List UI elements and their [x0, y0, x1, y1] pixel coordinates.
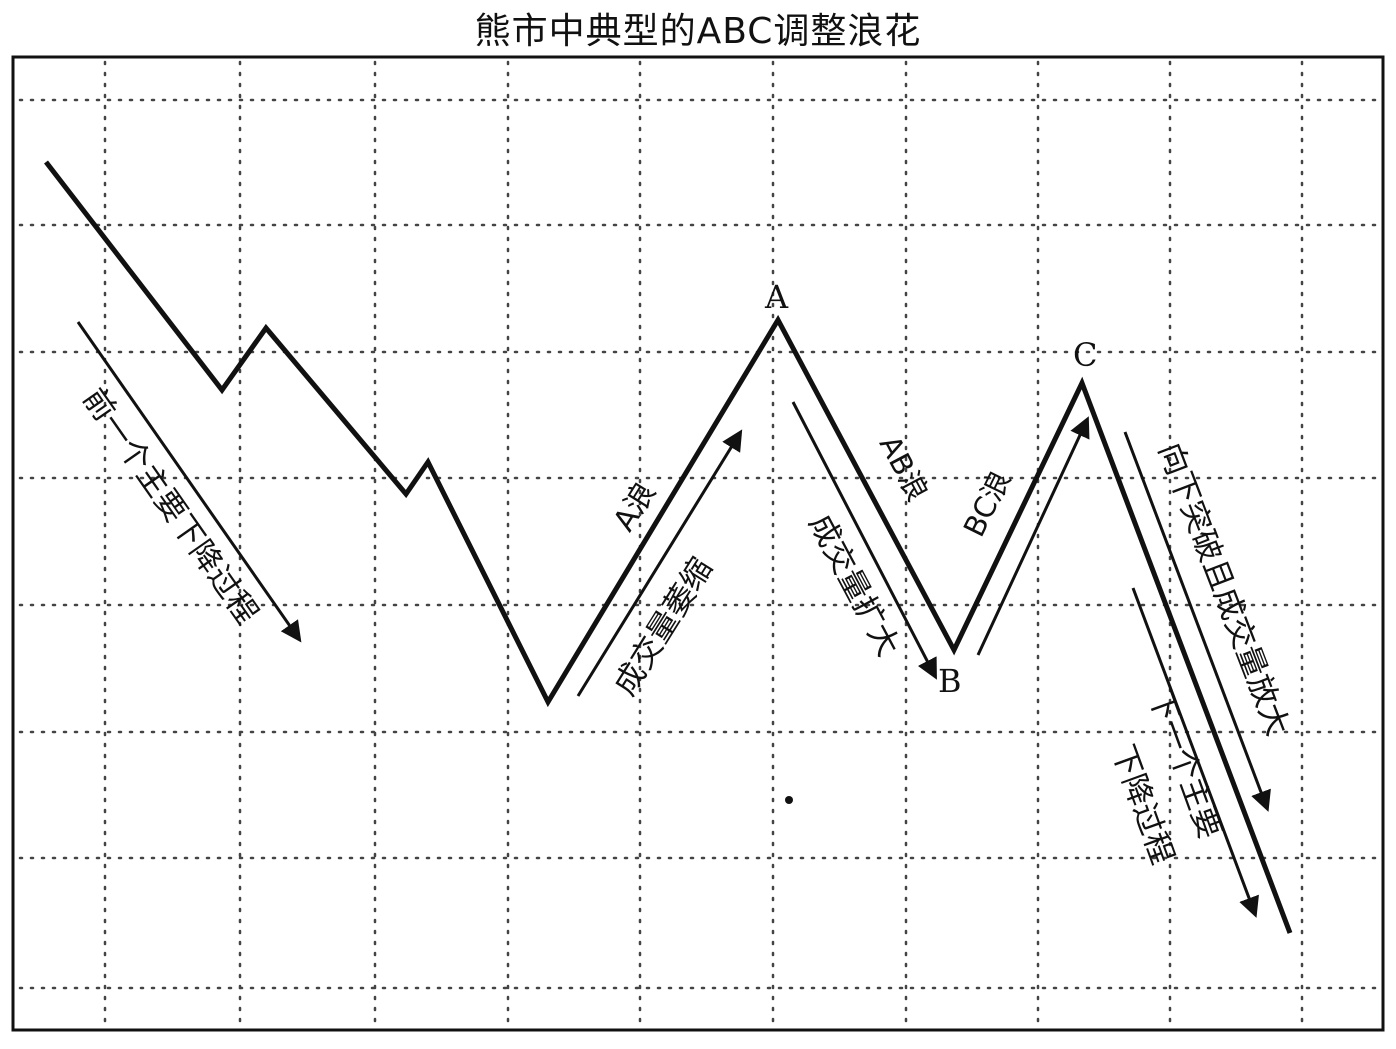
chart-frame [11, 55, 1385, 1032]
arrow-wave-a [576, 429, 743, 697]
stray-dot [785, 796, 793, 804]
arrow-break-down [1123, 431, 1271, 812]
arrow-wave-ab [791, 401, 937, 680]
arrow-next-decline [1131, 587, 1259, 918]
label-wave-ab: AB浪 [873, 430, 935, 507]
point-b-label: B [938, 662, 962, 700]
arrow-wave-bc [976, 416, 1090, 656]
point-c-label: C [1073, 336, 1097, 374]
label-previous-decline: 前一个主要下降过程 [75, 382, 265, 631]
price-path [44, 160, 1293, 934]
point-a-label: A [764, 278, 789, 316]
dotted-grid [18, 60, 1380, 1027]
arrow-previous-decline [76, 321, 302, 643]
diagram-title: 熊市中典型的ABC调整浪花 [474, 11, 922, 52]
